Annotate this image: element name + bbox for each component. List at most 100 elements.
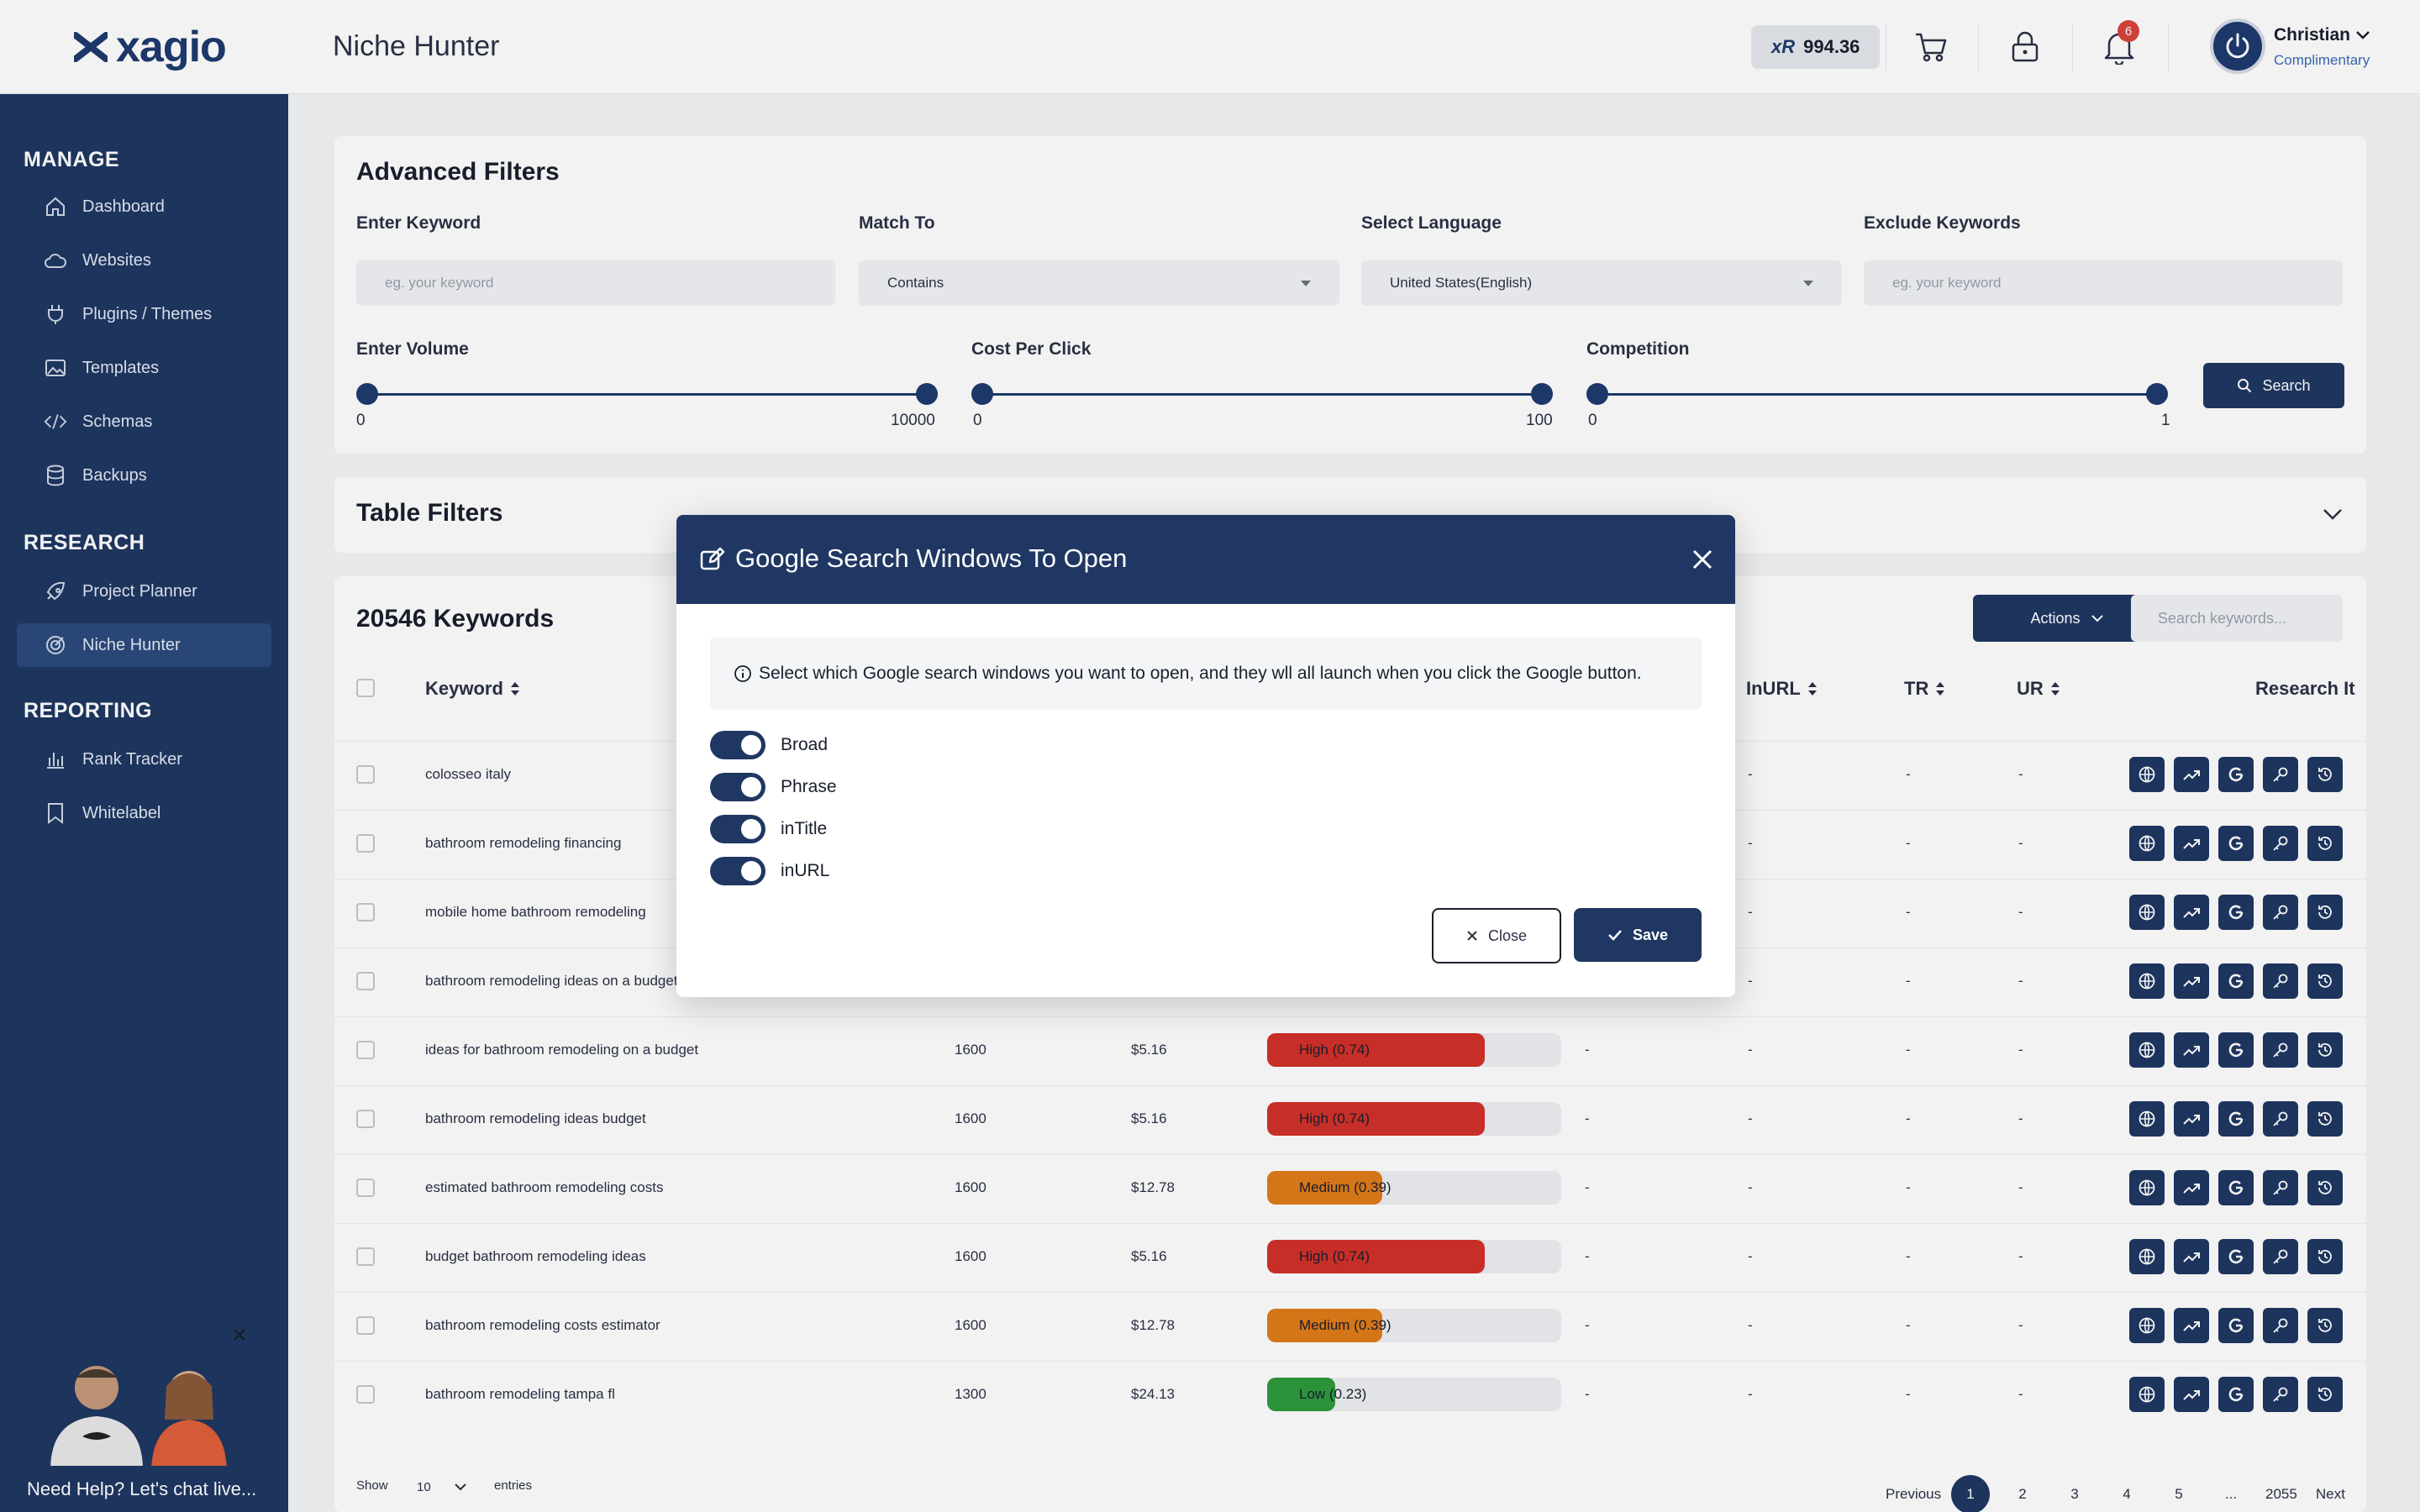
google-action-button[interactable] [2218,895,2254,930]
close-icon[interactable] [1691,549,1713,570]
toggle-phrase[interactable] [710,773,765,801]
pagination-page-4[interactable]: 4 [2123,1486,2131,1502]
save-button[interactable]: Save [1574,908,1702,962]
trend-action-button[interactable] [2174,826,2209,861]
cpc-slider-track[interactable] [981,393,1541,396]
sidebar-item-plugins-themes[interactable]: Plugins / Themes [17,292,271,336]
live-chat-widget[interactable]: Need Help? Let's chat live... [0,1319,274,1512]
keyword-input[interactable]: eg. your keyword [356,260,835,306]
actions-dropdown-button[interactable]: Actions [1973,595,2161,642]
competition-slider-track[interactable] [1597,393,2156,396]
globe-action-button[interactable] [2129,895,2165,930]
user-menu[interactable]: Christian [2274,25,2370,45]
cpc-slider-max-handle[interactable] [1531,383,1553,405]
key-action-button[interactable] [2263,895,2298,930]
history-action-button[interactable] [2307,1239,2343,1274]
sidebar-item-backups[interactable]: Backups [17,454,271,497]
key-action-button[interactable] [2263,757,2298,792]
sidebar-item-schemas[interactable]: Schemas [17,400,271,444]
cart-icon[interactable] [1911,27,1951,67]
row-checkbox[interactable] [356,1316,375,1335]
keyword-cell[interactable]: estimated bathroom remodeling costs [425,1179,664,1195]
keyword-cell[interactable]: bathroom remodeling ideas on a budget [425,973,678,989]
google-action-button[interactable] [2218,1377,2254,1412]
history-action-button[interactable] [2307,895,2343,930]
pagination-page-1[interactable]: 1 [1951,1475,1990,1512]
keyword-cell[interactable]: mobile home bathroom remodeling [425,904,646,920]
history-action-button[interactable] [2307,963,2343,999]
chevron-down-icon[interactable] [2323,507,2343,521]
pagination-page-3[interactable]: 3 [2070,1486,2079,1502]
bell-icon[interactable]: 6 [2099,20,2139,67]
key-action-button[interactable] [2263,1170,2298,1205]
cpc-slider-min-handle[interactable] [971,383,993,405]
pagination-page-last[interactable]: 2055 [2265,1486,2297,1502]
keyword-cell[interactable]: ideas for bathroom remodeling on a budge… [425,1042,699,1058]
search-button[interactable]: Search [2203,363,2344,408]
key-action-button[interactable] [2263,1377,2298,1412]
trend-action-button[interactable] [2174,1101,2209,1137]
key-action-button[interactable] [2263,826,2298,861]
key-action-button[interactable] [2263,963,2298,999]
exclude-keywords-input[interactable]: eg. your keyword [1864,260,2343,306]
google-action-button[interactable] [2218,963,2254,999]
row-checkbox[interactable] [356,1041,375,1059]
globe-action-button[interactable] [2129,1239,2165,1274]
trend-action-button[interactable] [2174,1377,2209,1412]
pagination-previous[interactable]: Previous [1886,1486,1942,1502]
key-action-button[interactable] [2263,1101,2298,1137]
column-header-ur[interactable]: UR [2017,678,2060,700]
google-action-button[interactable] [2218,1101,2254,1137]
history-action-button[interactable] [2307,1377,2343,1412]
trend-action-button[interactable] [2174,1239,2209,1274]
key-action-button[interactable] [2263,1308,2298,1343]
sidebar-item-whitelabel[interactable]: Whitelabel [17,791,271,835]
row-checkbox[interactable] [356,972,375,990]
match-select[interactable]: Contains [859,260,1339,306]
keyword-cell[interactable]: bathroom remodeling ideas budget [425,1110,646,1126]
row-checkbox[interactable] [356,1110,375,1128]
keyword-cell[interactable]: bathroom remodeling costs estimator [425,1317,660,1333]
lock-icon[interactable] [2005,27,2045,67]
sidebar-item-niche-hunter[interactable]: Niche Hunter [17,623,271,667]
close-button[interactable]: Close [1432,908,1561,963]
credits-badge[interactable]: xR 994.36 [1751,25,1881,69]
history-action-button[interactable] [2307,1308,2343,1343]
globe-action-button[interactable] [2129,1170,2165,1205]
history-action-button[interactable] [2307,757,2343,792]
competition-slider-max-handle[interactable] [2146,383,2168,405]
column-header-inurl[interactable]: InURL [1746,678,1818,700]
globe-action-button[interactable] [2129,826,2165,861]
trend-action-button[interactable] [2174,757,2209,792]
history-action-button[interactable] [2307,1101,2343,1137]
history-action-button[interactable] [2307,1032,2343,1068]
column-header-keyword[interactable]: Keyword [425,678,520,700]
sidebar-item-websites[interactable]: Websites [17,239,271,282]
trend-action-button[interactable] [2174,963,2209,999]
history-action-button[interactable] [2307,1170,2343,1205]
entries-select[interactable]: 10 [405,1470,479,1504]
row-checkbox[interactable] [356,1247,375,1266]
competition-slider-min-handle[interactable] [1586,383,1608,405]
close-icon[interactable] [232,1327,247,1342]
toggle-intitle[interactable] [710,815,765,843]
globe-action-button[interactable] [2129,1377,2165,1412]
brand-logo[interactable]: xagio [74,22,227,72]
select-all-checkbox[interactable] [356,679,375,697]
volume-slider-track[interactable] [366,393,926,396]
toggle-broad[interactable] [710,731,765,759]
globe-action-button[interactable] [2129,757,2165,792]
sidebar-item-dashboard[interactable]: Dashboard [17,185,271,228]
keyword-cell[interactable]: bathroom remodeling tampa fl [425,1386,615,1402]
google-action-button[interactable] [2218,1032,2254,1068]
keyword-cell[interactable]: budget bathroom remodeling ideas [425,1248,646,1264]
row-checkbox[interactable] [356,834,375,853]
column-header-tr[interactable]: TR [1904,678,1945,700]
avatar[interactable] [2210,18,2265,74]
keyword-cell[interactable]: bathroom remodeling financing [425,835,622,851]
trend-action-button[interactable] [2174,1170,2209,1205]
sidebar-item-rank-tracker[interactable]: Rank Tracker [17,738,271,781]
volume-slider-min-handle[interactable] [356,383,378,405]
keyword-cell[interactable]: colosseo italy [425,766,512,782]
toggle-inurl[interactable] [710,857,765,885]
